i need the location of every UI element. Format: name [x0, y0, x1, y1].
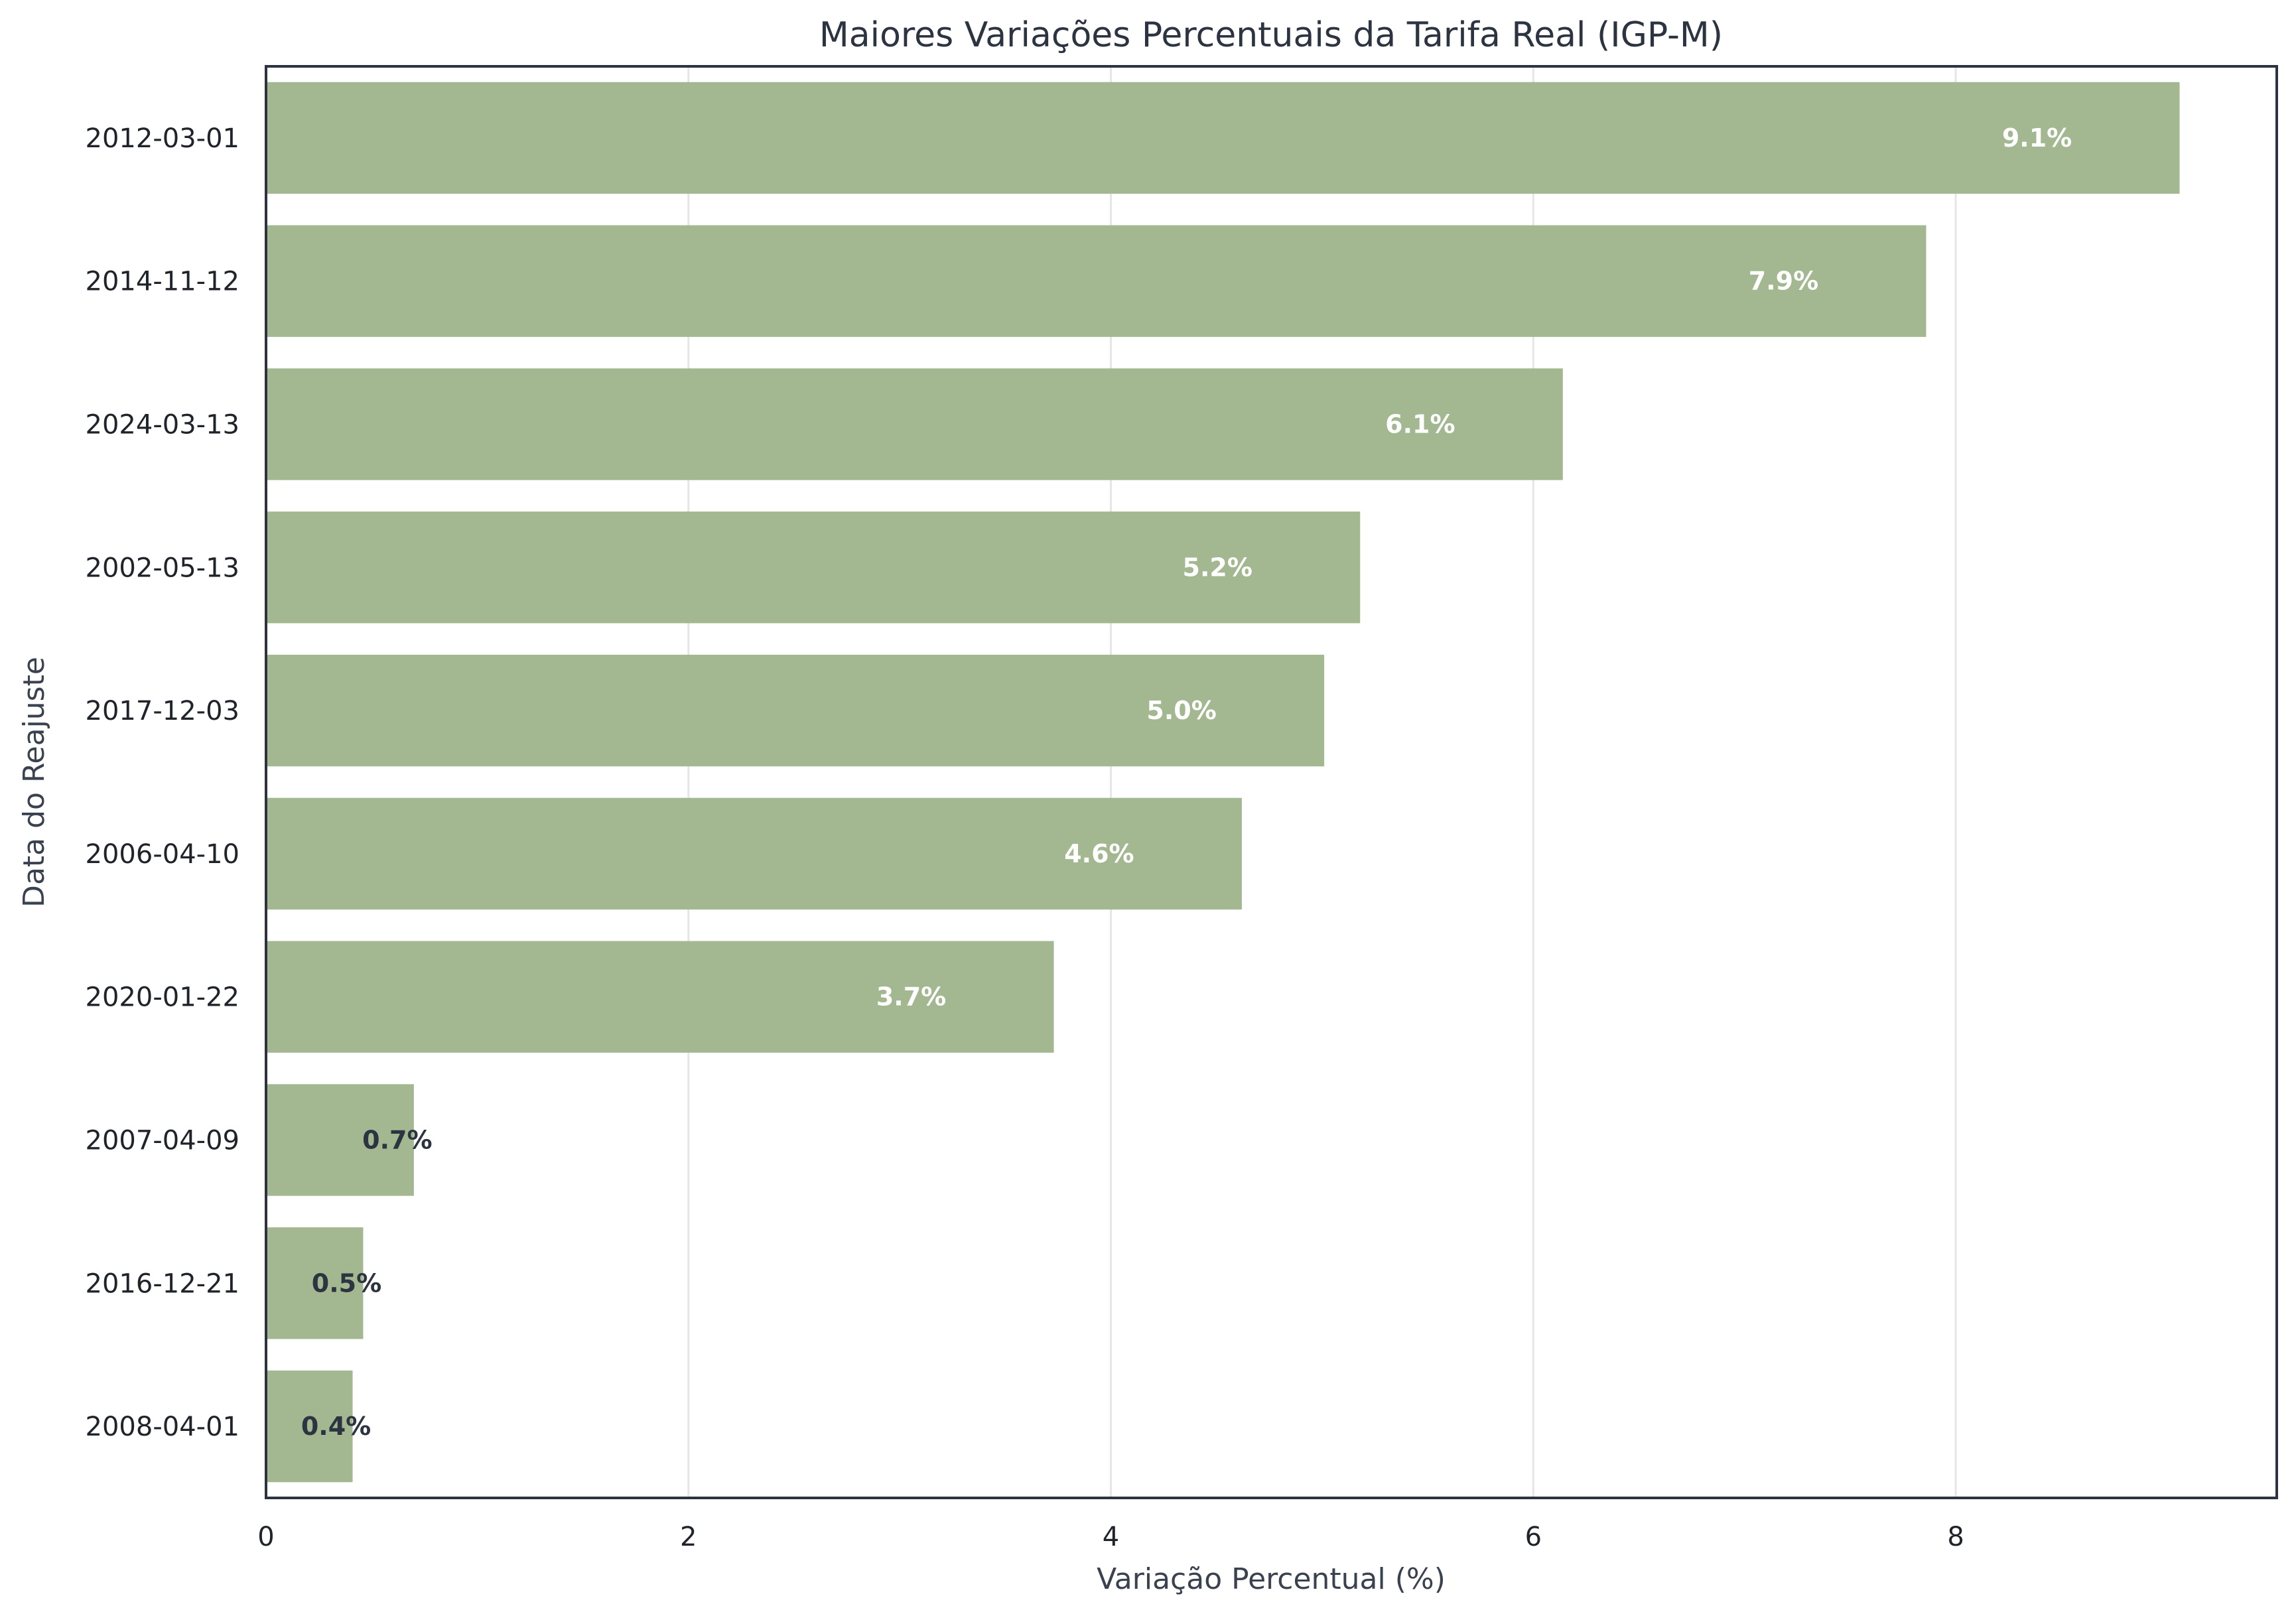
- y-tick-label: 2024-03-13: [86, 410, 239, 440]
- bar: [266, 82, 2180, 194]
- bar: [266, 1227, 364, 1339]
- x-tick-label: 0: [257, 1522, 274, 1552]
- bar: [266, 1370, 353, 1483]
- y-tick-label: 2006-04-10: [86, 839, 239, 870]
- y-tick-labels: 2012-03-01 2014-11-12 2024-03-13 2002-05-13…: [86, 123, 239, 1442]
- y-tick-label: 2016-12-21: [86, 1268, 239, 1299]
- bar: [266, 225, 1926, 337]
- y-tick-label: 2012-03-01: [86, 123, 239, 154]
- bar-value-label: 0.4%: [301, 1412, 371, 1441]
- bar: [266, 368, 1563, 480]
- x-tick-label: 6: [1525, 1522, 1542, 1552]
- y-tick-label: 2007-04-09: [86, 1126, 239, 1156]
- bar: [266, 797, 1242, 910]
- chart-title: Maiores Variações Percentuais da Tarifa …: [819, 15, 1723, 55]
- x-tick-label: 2: [680, 1522, 697, 1552]
- y-axis-label: Data do Reajuste: [17, 657, 51, 908]
- y-tick-label: 2002-05-13: [86, 553, 239, 583]
- x-tick-label: 4: [1103, 1522, 1119, 1552]
- bar-value-label: 0.7%: [362, 1126, 432, 1155]
- y-tick-label: 2008-04-01: [86, 1412, 239, 1442]
- bar: [266, 1084, 414, 1196]
- bar-value-label: 3.7%: [876, 982, 946, 1012]
- x-tick-labels: 0 2 4 6 8: [257, 1522, 1964, 1552]
- bar-value-label: 6.1%: [1385, 410, 1455, 439]
- bar-value-label: 0.5%: [312, 1268, 381, 1298]
- x-tick-label: 8: [1947, 1522, 1964, 1552]
- bar-value-label: 9.1%: [2002, 123, 2072, 153]
- y-tick-label: 2017-12-03: [86, 696, 239, 726]
- bar: [266, 941, 1054, 1053]
- bar-value-label: 5.0%: [1146, 696, 1216, 725]
- value-labels: 9.1% 7.9% 6.1% 5.2% 5.0% 4.6% 3.7% 0.7% 0.5% 0.4%: [301, 123, 2072, 1441]
- y-tick-label: 2020-01-22: [86, 982, 239, 1013]
- plot-frame: [265, 65, 2278, 1499]
- bar-value-label: 4.6%: [1064, 839, 1134, 868]
- bar: [266, 654, 1325, 767]
- bar: [266, 511, 1361, 624]
- bar-value-label: 7.9%: [1749, 267, 1818, 296]
- bars: [266, 82, 2180, 1483]
- bar-value-label: 5.2%: [1183, 553, 1252, 582]
- y-tick-label: 2014-11-12: [86, 267, 239, 297]
- x-axis-label: Variação Percentual (%): [1097, 1562, 1446, 1596]
